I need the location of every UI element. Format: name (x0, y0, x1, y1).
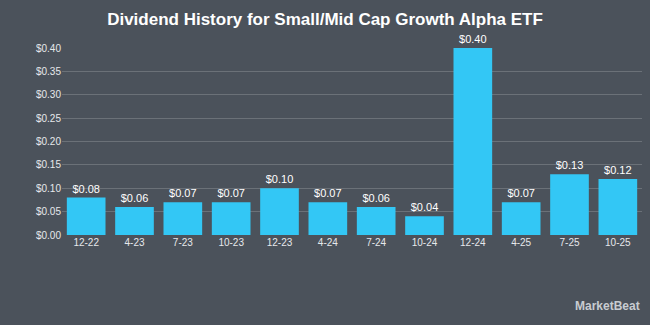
svg-text:4-24: 4-24 (318, 237, 338, 248)
svg-text:$0.40: $0.40 (459, 33, 487, 45)
svg-text:7-24: 7-24 (366, 237, 386, 248)
svg-text:10-25: 10-25 (605, 237, 631, 248)
svg-text:10-23: 10-23 (218, 237, 244, 248)
svg-text:$0.20: $0.20 (36, 136, 61, 147)
svg-text:$0.07: $0.07 (169, 187, 197, 199)
svg-text:$0.40: $0.40 (36, 43, 61, 54)
svg-text:MarketBeat: MarketBeat (575, 299, 640, 313)
svg-text:$0.00: $0.00 (36, 230, 61, 241)
svg-text:7-23: 7-23 (173, 237, 193, 248)
svg-text:$0.06: $0.06 (362, 192, 390, 204)
svg-text:$0.15: $0.15 (36, 159, 61, 170)
svg-text:$0.06: $0.06 (121, 192, 149, 204)
svg-text:$0.07: $0.07 (507, 187, 535, 199)
svg-text:12-24: 12-24 (460, 237, 486, 248)
svg-text:4-23: 4-23 (124, 237, 144, 248)
svg-text:$0.04: $0.04 (411, 201, 439, 213)
svg-text:$0.25: $0.25 (36, 113, 61, 124)
svg-text:4-25: 4-25 (511, 237, 531, 248)
svg-text:$0.08: $0.08 (72, 183, 100, 195)
svg-text:$0.10: $0.10 (36, 183, 61, 194)
svg-text:$0.05: $0.05 (36, 206, 61, 217)
svg-text:$0.10: $0.10 (266, 173, 294, 185)
svg-text:10-24: 10-24 (412, 237, 438, 248)
svg-text:12-22: 12-22 (73, 237, 99, 248)
svg-text:$0.07: $0.07 (314, 187, 342, 199)
svg-text:$0.35: $0.35 (36, 66, 61, 77)
svg-text:$0.13: $0.13 (556, 159, 584, 171)
svg-text:Dividend History for Small/Mid: Dividend History for Small/Mid Cap Growt… (107, 10, 543, 29)
svg-text:$0.12: $0.12 (604, 164, 632, 176)
svg-text:12-23: 12-23 (267, 237, 293, 248)
svg-text:7-25: 7-25 (559, 237, 579, 248)
svg-text:$0.30: $0.30 (36, 89, 61, 100)
svg-text:$0.07: $0.07 (217, 187, 245, 199)
